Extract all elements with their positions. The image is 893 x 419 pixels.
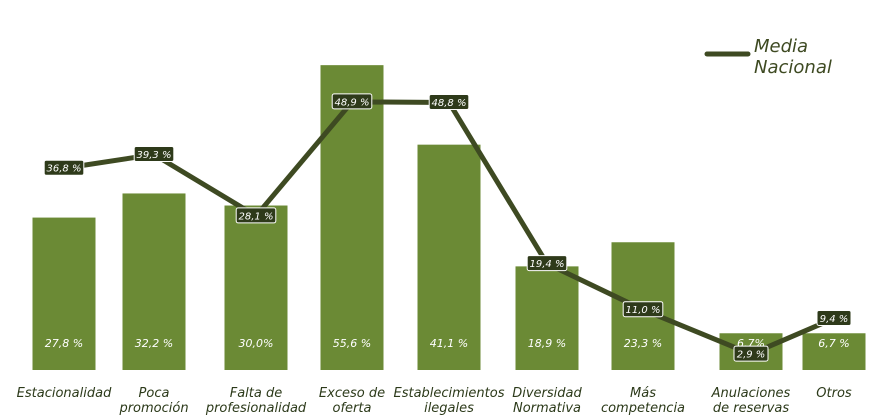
line-point-label: 19,4 % — [530, 259, 565, 270]
line-point-marker — [526, 255, 568, 272]
bar-value-label: 32,2 % — [135, 337, 173, 350]
line-point-label: 2,9 % — [737, 350, 766, 361]
line-point-label: 48,9 % — [335, 97, 370, 108]
bar-value-label: 23,3 % — [624, 337, 662, 350]
bars-group — [32, 65, 866, 370]
bar-value-label: 18,9 % — [528, 337, 566, 350]
bar — [224, 205, 288, 370]
line-point-marker — [622, 301, 664, 318]
line-point-marker — [133, 146, 175, 163]
bar — [515, 266, 579, 370]
bar-value-label: 6,7 % — [818, 337, 849, 350]
category-label: Anulaciones — [711, 386, 791, 401]
bar-value-label: 30,0% — [239, 337, 274, 350]
bar-value-label: 55,6 % — [333, 337, 371, 350]
category-label: Falta de — [230, 386, 283, 401]
line-point-marker — [43, 159, 85, 176]
legend-label-line2: Nacional — [754, 57, 832, 78]
bar — [320, 65, 384, 370]
line-point-marker — [331, 93, 373, 110]
bar-value-label: 27,8 % — [45, 337, 83, 350]
bar — [802, 333, 866, 370]
category-label: oferta — [333, 401, 372, 416]
line-series-group: 36,8 % 39,3 % 28,1 % 48,9 % 48,8 % 19,4 % 11,0… — [43, 93, 852, 362]
line-point-label: 28,1 % — [239, 211, 274, 222]
line-point-marker — [235, 207, 277, 224]
category-label: competencia — [601, 401, 685, 416]
line-point-label: 39,3 % — [137, 150, 172, 161]
category-label: promoción — [118, 401, 188, 416]
category-label: Poca — [139, 386, 170, 401]
category-label: Más — [630, 386, 656, 401]
category-label: de reservas — [713, 401, 790, 416]
legend-label-line1: Media — [754, 36, 808, 57]
bar-labels-group: 27,8 % 32,2 % 30,0% 55,6 % 41,1 % 18,9 % 23,3 … — [45, 337, 850, 350]
category-label: profesionalidad — [205, 401, 307, 416]
line-point-marker — [428, 93, 470, 110]
category-label: Otros — [816, 386, 852, 401]
bar — [32, 217, 96, 370]
line-point-label: 36,8 % — [47, 164, 82, 175]
line-point-marker — [733, 345, 769, 362]
category-label: Establecimientos — [393, 386, 504, 401]
category-label: Exceso de — [319, 386, 385, 401]
category-label: Diversidad — [512, 386, 582, 401]
category-label: Normativa — [513, 401, 581, 416]
bar — [122, 193, 186, 370]
category-label: Estacionalidad — [17, 386, 112, 401]
legend: Media Nacional — [704, 36, 832, 78]
bar-value-label: 41,1 % — [430, 337, 468, 350]
line-point-label: 9,4 % — [820, 314, 849, 325]
bar — [417, 144, 481, 370]
category-label: ilegales — [424, 401, 474, 416]
line-point-label: 48,8 % — [432, 98, 467, 109]
line-point-marker — [816, 309, 852, 326]
line-point-label: 11,0 % — [626, 305, 661, 316]
